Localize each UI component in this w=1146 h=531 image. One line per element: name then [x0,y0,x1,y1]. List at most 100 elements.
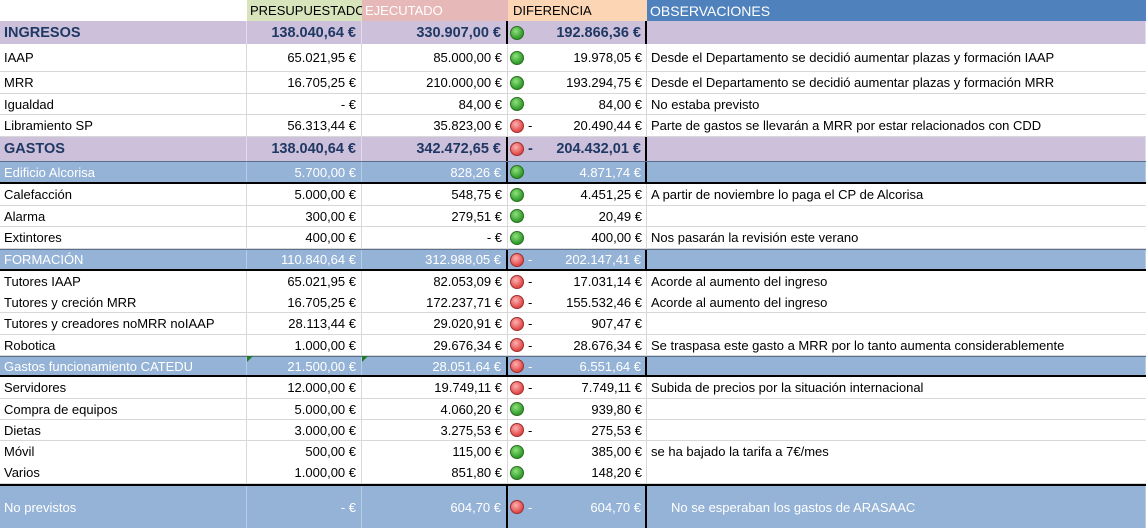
executed-cell[interactable]: 172.237,71 € [362,292,508,312]
concept-cell[interactable]: No previstos [0,486,247,528]
executed-cell[interactable]: 115,00 € [362,441,508,462]
notes-cell[interactable] [647,21,1146,44]
concept-cell[interactable]: Varios [0,462,247,483]
executed-cell[interactable]: - € [362,227,508,248]
concept-cell[interactable]: Libramiento SP [0,115,247,136]
difference-cell[interactable]: - 604,70 € [508,486,647,528]
executed-cell[interactable]: 29.020,91 € [362,313,508,334]
concept-cell[interactable]: Igualdad [0,94,247,114]
notes-cell[interactable] [647,357,1146,375]
executed-cell[interactable]: 3.275,53 € [362,420,508,440]
difference-cell[interactable]: - 907,47 € [508,313,647,334]
budget-cell[interactable]: 1.000,00 € [247,462,362,483]
executed-cell[interactable]: 210.000,00 € [362,72,508,93]
executed-cell[interactable]: 548,75 € [362,184,508,205]
difference-cell[interactable]: - 204.432,01 € [508,137,647,161]
executed-cell[interactable]: 851,80 € [362,462,508,483]
header-budget[interactable]: PRESUPUESTADO [247,0,362,21]
difference-cell[interactable]: - 7.749,11 € [508,377,647,398]
concept-cell[interactable]: Dietas [0,420,247,440]
budget-cell[interactable]: - € [247,486,362,528]
executed-cell[interactable]: 35.823,00 € [362,115,508,136]
budget-cell[interactable]: 56.313,44 € [247,115,362,136]
budget-cell[interactable]: 138.040,64 € [247,21,362,44]
concept-cell[interactable]: Robotica [0,335,247,355]
executed-cell[interactable]: 312.988,05 € [362,250,508,269]
notes-cell[interactable]: No se esperaban los gastos de ARASAAC [647,486,1146,528]
difference-cell[interactable]: - 6.551,64 € [508,357,647,375]
notes-cell[interactable]: Se traspasa este gasto a MRR por lo tant… [651,337,1065,353]
notes-cell[interactable] [647,399,1146,419]
notes-cell[interactable]: No estaba previsto [651,96,760,112]
difference-cell[interactable]: - 155.532,46 € [508,292,647,312]
notes-cell[interactable] [647,137,1146,161]
difference-cell[interactable]: 4.451,25 € [508,184,647,205]
budget-cell[interactable]: 300,00 € [247,206,362,226]
executed-cell[interactable]: 19.749,11 € [362,377,508,398]
header-difference[interactable]: DIFERENCIA [508,0,647,21]
budget-cell[interactable]: 1.000,00 € [247,335,362,355]
budget-cell[interactable]: 5.000,00 € [247,184,362,205]
executed-cell[interactable]: 330.907,00 € [362,21,508,44]
budget-cell[interactable]: - € [247,94,362,114]
notes-cell[interactable] [647,162,1146,182]
concept-cell[interactable]: Tutores y creción MRR [0,292,247,312]
header-notes[interactable]: OBSERVACIONES [647,0,1146,21]
header-concept[interactable] [0,0,247,21]
notes-cell[interactable]: se ha bajado la tarifa a 7€/mes [651,444,829,459]
notes-cell[interactable]: A partir de noviembre lo paga el CP de A… [651,187,924,202]
difference-cell[interactable]: 19.978,05 € [508,44,647,71]
difference-cell[interactable]: - 28.676,34 € [508,335,647,355]
concept-cell[interactable]: Edificio Alcorisa [0,162,247,182]
executed-cell[interactable]: 828,26 € [362,162,508,182]
concept-cell[interactable]: Servidores [0,377,247,398]
notes-cell[interactable]: Parte de gastos se llevarán a MRR por es… [651,118,1042,133]
executed-cell[interactable]: 4.060,20 € [362,399,508,419]
difference-cell[interactable]: 4.871,74 € [508,162,647,182]
budget-cell[interactable]: 16.705,25 € [247,292,362,312]
difference-cell[interactable]: 84,00 € [508,94,647,114]
notes-cell[interactable]: Acorde al aumento del ingreso [651,274,828,289]
concept-cell[interactable]: Calefacción [0,184,247,205]
difference-cell[interactable]: 20,49 € [508,206,647,226]
executed-cell[interactable]: 28.051,64 € [362,357,508,375]
concept-cell[interactable]: Móvil [0,441,247,462]
difference-cell[interactable]: - 17.031,14 € [508,271,647,292]
concept-cell[interactable]: INGRESOS [0,21,247,44]
budget-cell[interactable]: 12.000,00 € [247,377,362,398]
difference-cell[interactable]: 192.866,36 € [508,21,647,44]
executed-cell[interactable]: 29.676,34 € [362,335,508,355]
budget-cell[interactable]: 16.705,25 € [247,72,362,93]
concept-cell[interactable]: Compra de equipos [0,399,247,419]
executed-cell[interactable]: 84,00 € [362,94,508,114]
budget-cell[interactable]: 5.700,00 € [247,162,362,182]
budget-cell[interactable]: 3.000,00 € [247,420,362,440]
notes-cell[interactable] [647,462,1146,483]
budget-cell[interactable]: 21.500,00 € [247,357,362,375]
notes-cell[interactable] [647,206,1146,226]
concept-cell[interactable]: GASTOS [0,137,247,161]
notes-cell[interactable] [647,313,1146,334]
budget-cell[interactable]: 500,00 € [247,441,362,462]
concept-cell[interactable]: Extintores [0,227,247,248]
executed-cell[interactable]: 342.472,65 € [362,137,508,161]
notes-cell[interactable] [647,250,1146,269]
notes-cell[interactable] [647,420,1146,440]
difference-cell[interactable]: - 202.147,41 € [508,250,647,269]
budget-cell[interactable]: 28.113,44 € [247,313,362,334]
concept-cell[interactable]: Alarma [0,206,247,226]
notes-cell[interactable]: Desde el Departamento se decidió aumenta… [651,50,1055,65]
notes-cell[interactable]: Desde el Departamento se decidió aumenta… [651,75,1055,90]
difference-cell[interactable]: 385,00 € [508,441,647,462]
header-executed[interactable]: EJECUTADO [362,0,508,21]
difference-cell[interactable]: 400,00 € [508,227,647,248]
notes-cell[interactable]: Subida de precios por la situación inter… [651,380,924,395]
executed-cell[interactable]: 85.000,00 € [362,44,508,71]
budget-cell[interactable]: 65.021,95 € [247,44,362,71]
difference-cell[interactable]: - 275,53 € [508,420,647,440]
concept-cell[interactable]: MRR [0,72,247,93]
notes-cell[interactable]: Nos pasarán la revisión este verano [651,230,859,245]
notes-cell[interactable]: Acorde al aumento del ingreso [651,294,828,310]
difference-cell[interactable]: 939,80 € [508,399,647,419]
difference-cell[interactable]: 148,20 € [508,462,647,483]
